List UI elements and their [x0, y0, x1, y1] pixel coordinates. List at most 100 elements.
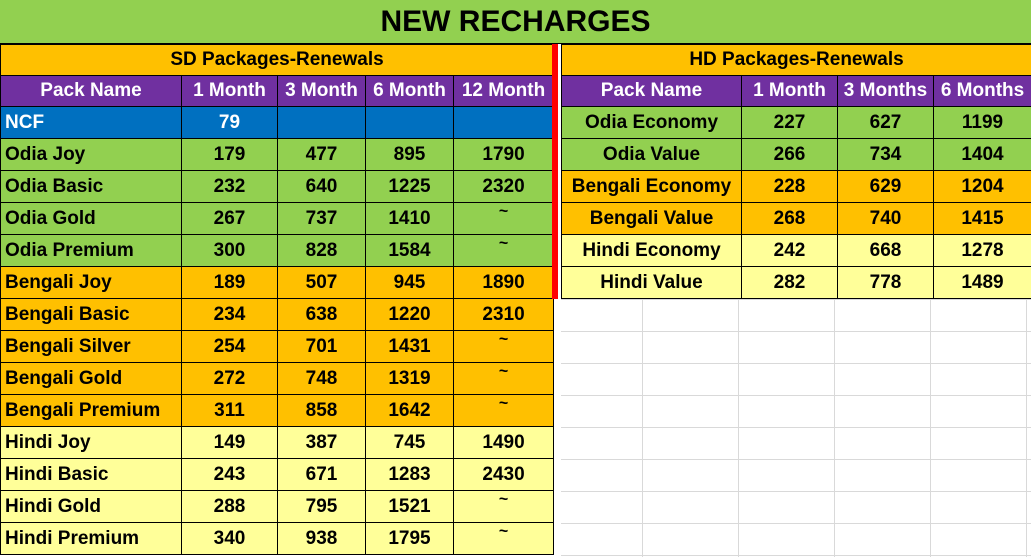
sd-table-row: Hindi Gold 288 795 1521 ~ — [0, 490, 555, 523]
sd-cell-m3: 748 — [277, 362, 366, 395]
sd-cell-pack-name: Odia Premium — [0, 234, 182, 267]
sd-cell-m6 — [365, 106, 454, 139]
sd-cell-m1: 149 — [181, 426, 278, 459]
hd-cell-pack-name: Hindi Economy — [561, 234, 742, 267]
sd-cell-m12: 2320 — [452, 170, 555, 203]
hd-cell-m1: 228 — [741, 170, 838, 203]
hd-cell-m1: 266 — [741, 138, 838, 171]
hd-col-3-months: 3 Months — [837, 75, 934, 107]
sd-cell-pack-name: Hindi Basic — [0, 458, 182, 491]
hd-cell-m6: 1204 — [932, 170, 1031, 203]
hd-cell-m3: 627 — [837, 106, 934, 139]
sd-cell-m6: 1319 — [365, 362, 454, 395]
sd-cell-m1: 311 — [181, 394, 278, 427]
hd-cell-m3: 629 — [837, 170, 934, 203]
hd-col-pack-name: Pack Name — [561, 75, 742, 107]
sd-cell-pack-name: Odia Joy — [0, 138, 182, 171]
sd-table-row: Hindi Joy 149 387 745 1490 — [0, 426, 555, 459]
sd-cell-m3: 638 — [277, 298, 366, 331]
sd-cell-m12: ~ — [452, 394, 555, 427]
sd-table-row: Bengali Joy 189 507 945 1890 — [0, 266, 555, 299]
section-divider — [552, 44, 558, 299]
sd-cell-pack-name: Hindi Joy — [0, 426, 182, 459]
hd-col-6-months: 6 Months — [932, 75, 1031, 107]
hd-cell-m3: 740 — [837, 202, 934, 235]
hd-cell-m1: 282 — [741, 266, 838, 299]
sd-cell-m6: 745 — [365, 426, 454, 459]
sd-cell-m12: ~ — [452, 234, 555, 267]
sd-cell-pack-name: Bengali Premium — [0, 394, 182, 427]
sd-cell-m1: 340 — [181, 522, 278, 555]
sd-cell-m12: 2310 — [452, 298, 555, 331]
sd-table-row: NCF 79 — [0, 106, 555, 139]
sd-col-12-month: 12 Month — [452, 75, 555, 107]
sd-cell-m1: 243 — [181, 458, 278, 491]
sd-cell-m6: 1410 — [365, 202, 454, 235]
sd-col-pack-name: Pack Name — [0, 75, 182, 107]
sd-cell-pack-name: Hindi Gold — [0, 490, 182, 523]
hd-packages-table: HD Packages-Renewals Pack Name 1 Month 3… — [560, 44, 1031, 299]
sd-cell-m6: 1431 — [365, 330, 454, 363]
sd-cell-m1: 300 — [181, 234, 278, 267]
sd-cell-m3: 507 — [277, 266, 366, 299]
sd-cell-pack-name: Bengali Silver — [0, 330, 182, 363]
sd-cell-m1: 234 — [181, 298, 278, 331]
sd-cell-m3: 640 — [277, 170, 366, 203]
hd-cell-m6: 1404 — [932, 138, 1031, 171]
hd-cell-pack-name: Bengali Economy — [561, 170, 742, 203]
hd-table-row: Bengali Value 268 740 1415 — [561, 202, 1031, 235]
hd-cell-pack-name: Odia Value — [561, 138, 742, 171]
hd-cell-m1: 268 — [741, 202, 838, 235]
hd-cell-m3: 734 — [837, 138, 934, 171]
sd-cell-m12: ~ — [452, 490, 555, 523]
sd-cell-m12: ~ — [452, 362, 555, 395]
hd-table-row: Odia Value 266 734 1404 — [561, 138, 1031, 171]
sd-cell-m1: 254 — [181, 330, 278, 363]
sd-cell-m3: 671 — [277, 458, 366, 491]
sd-cell-m12: 1490 — [452, 426, 555, 459]
sd-cell-pack-name: NCF — [0, 106, 182, 139]
hd-section-heading: HD Packages-Renewals — [560, 44, 1031, 76]
sd-cell-m6: 1584 — [365, 234, 454, 267]
hd-cell-m6: 1278 — [932, 234, 1031, 267]
sd-cell-m3: 737 — [277, 202, 366, 235]
sd-table-row: Odia Joy 179 477 895 1790 — [0, 138, 555, 171]
hd-cell-m3: 668 — [837, 234, 934, 267]
sd-cell-m12 — [452, 106, 555, 139]
hd-table-row: Hindi Value 282 778 1489 — [561, 266, 1031, 299]
sd-cell-m1: 288 — [181, 490, 278, 523]
sd-cell-m1: 189 — [181, 266, 278, 299]
hd-cell-m1: 227 — [741, 106, 838, 139]
sd-table-row: Odia Basic 232 640 1225 2320 — [0, 170, 555, 203]
sd-cell-pack-name: Odia Gold — [0, 202, 182, 235]
sd-cell-m12: ~ — [452, 202, 555, 235]
sd-col-1-month: 1 Month — [181, 75, 278, 107]
sd-cell-pack-name: Bengali Gold — [0, 362, 182, 395]
sd-cell-pack-name: Hindi Premium — [0, 522, 182, 555]
sd-table-row: Hindi Premium 340 938 1795 ~ — [0, 522, 555, 555]
sd-col-3-month: 3 Month — [277, 75, 366, 107]
hd-table-row: Odia Economy 227 627 1199 — [561, 106, 1031, 139]
sd-cell-m1: 272 — [181, 362, 278, 395]
sd-cell-pack-name: Odia Basic — [0, 170, 182, 203]
sd-cell-m3: 828 — [277, 234, 366, 267]
hd-cell-pack-name: Bengali Value — [561, 202, 742, 235]
sd-cell-m6: 1521 — [365, 490, 454, 523]
sd-table-row: Bengali Silver 254 701 1431 ~ — [0, 330, 555, 363]
sd-cell-m3: 477 — [277, 138, 366, 171]
sd-cell-m6: 895 — [365, 138, 454, 171]
sd-cell-m12: ~ — [452, 330, 555, 363]
sd-cell-m12: 1890 — [452, 266, 555, 299]
sd-table-row: Bengali Basic 234 638 1220 2310 — [0, 298, 555, 331]
sd-cell-m6: 1225 — [365, 170, 454, 203]
sd-cell-m12: 2430 — [452, 458, 555, 491]
sd-cell-m3: 387 — [277, 426, 366, 459]
sd-cell-m12: ~ — [452, 522, 555, 555]
empty-spreadsheet-cells — [561, 299, 1031, 557]
sd-cell-m3: 938 — [277, 522, 366, 555]
hd-col-1-month: 1 Month — [741, 75, 838, 107]
sd-cell-pack-name: Bengali Basic — [0, 298, 182, 331]
sd-table-row: Bengali Gold 272 748 1319 ~ — [0, 362, 555, 395]
sd-cell-m6: 1283 — [365, 458, 454, 491]
sd-cell-m1: 232 — [181, 170, 278, 203]
